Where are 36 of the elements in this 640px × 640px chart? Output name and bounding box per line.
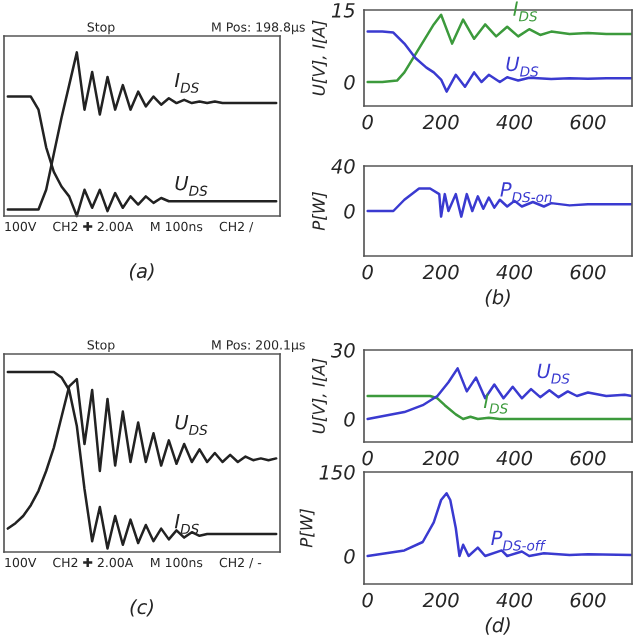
x-tick-label: 600 xyxy=(570,264,606,280)
x-tick-label: 200 xyxy=(422,264,459,280)
x-tick-label: 600 xyxy=(570,114,606,130)
y-tick-label: 0 xyxy=(344,411,355,427)
line-series xyxy=(366,30,632,93)
y-tick-label: 0 xyxy=(344,203,355,219)
y-tick-label: 30 xyxy=(330,342,355,358)
line-series xyxy=(366,394,632,421)
y-tick-label: 0 xyxy=(344,548,355,564)
x-tick-label: 200 xyxy=(422,592,459,608)
x-tick-label: 600 xyxy=(570,450,606,466)
x-tick-label: 400 xyxy=(496,450,533,466)
y-axis-title: U[V], I[A] xyxy=(312,20,327,96)
text: (a) xyxy=(129,263,154,281)
y-tick-label: 150 xyxy=(319,464,355,480)
x-tick-label: 400 xyxy=(496,592,533,608)
line-series xyxy=(366,367,632,421)
text: (c) xyxy=(130,599,153,617)
line-series xyxy=(366,492,632,558)
x-tick-label: 0 xyxy=(362,592,373,608)
y-tick-label: 40 xyxy=(331,158,355,174)
text: (d) xyxy=(485,617,510,635)
y-axis-title: P[W] xyxy=(299,509,315,548)
x-tick-label: 200 xyxy=(422,114,459,130)
y-axis-title: U[V], I[A] xyxy=(312,358,327,434)
y-tick-label: 15 xyxy=(331,3,355,18)
x-tick-label: 200 xyxy=(422,450,459,466)
x-tick-label: 0 xyxy=(362,450,373,466)
y-axis-title: P[W] xyxy=(312,192,327,231)
x-tick-label: 600 xyxy=(570,592,606,608)
x-tick-label: 400 xyxy=(496,264,533,280)
x-tick-label: 0 xyxy=(362,264,373,280)
x-tick-label: 400 xyxy=(496,114,533,130)
x-tick-label: 0 xyxy=(362,114,373,130)
text: (b) xyxy=(485,289,510,307)
y-tick-label: 0 xyxy=(344,74,355,90)
